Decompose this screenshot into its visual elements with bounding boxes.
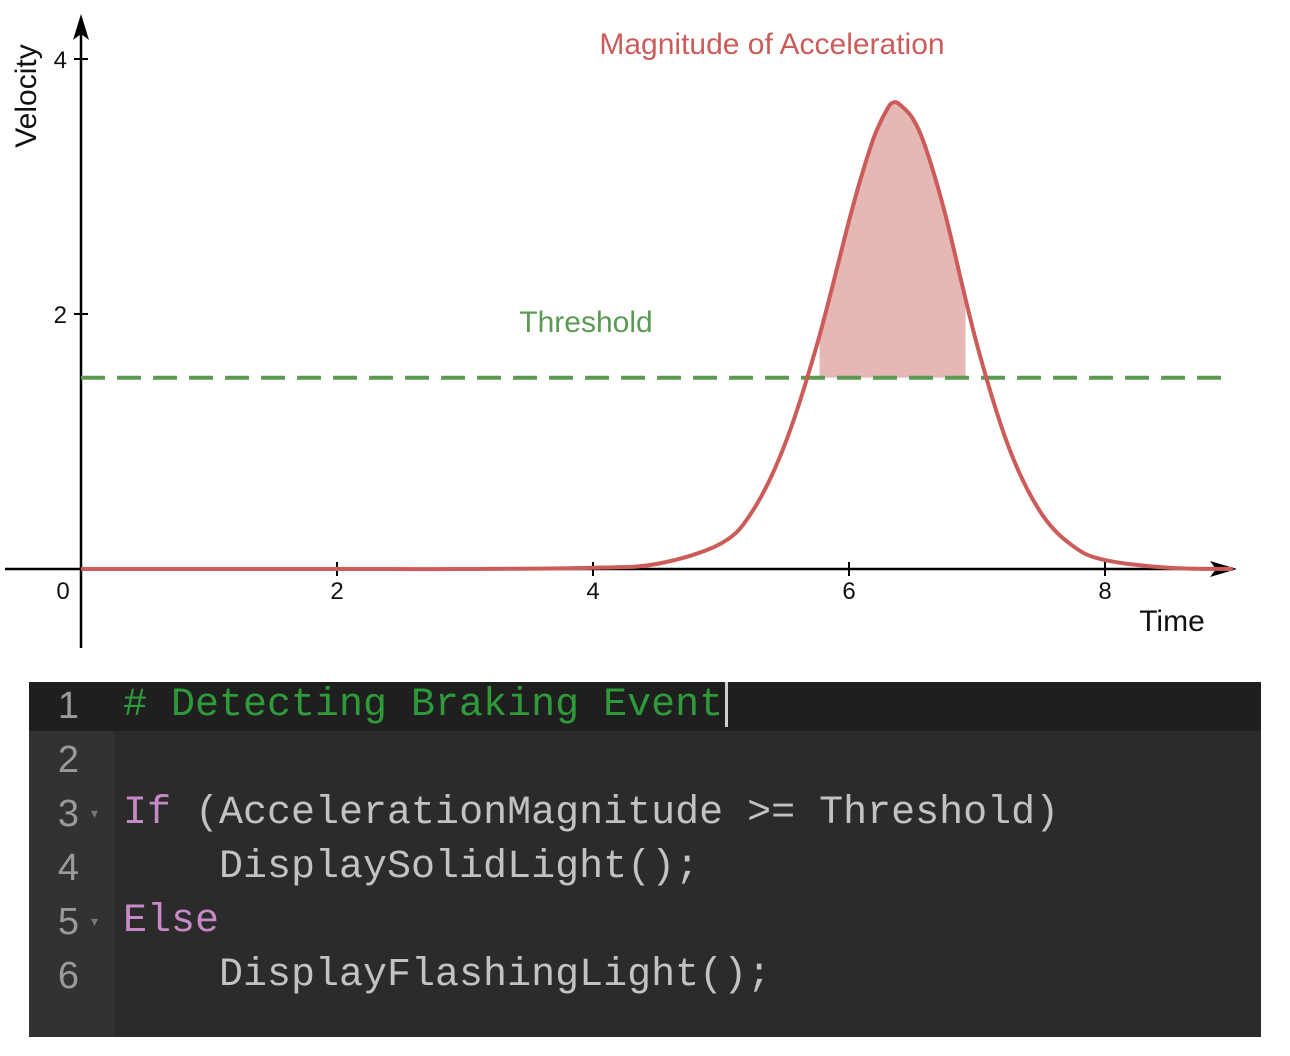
code-text[interactable]: DisplaySolidLight(); [123, 841, 699, 895]
code-text[interactable]: If (AccelerationMagnitude >= Threshold) [123, 787, 1059, 841]
keyword-token: Else [123, 899, 220, 944]
code-line[interactable]: 4 DisplaySolidLight(); [29, 841, 1261, 895]
line-number: 6 [57, 955, 79, 997]
comment-token: # Detecting Braking Event [123, 683, 724, 728]
keyword-token: If [123, 791, 172, 836]
text-cursor [725, 682, 729, 728]
x-tick-label: 2 [330, 578, 343, 605]
threshold-label: Threshold [519, 306, 652, 339]
fold-toggle-icon[interactable]: ▾ [91, 914, 99, 930]
line-number-gutter [29, 682, 114, 1037]
x-tick-label: 4 [586, 578, 599, 605]
ticks-group: 2 4 6 8 2 4 [54, 47, 1112, 605]
x-axis-label: Time [1139, 605, 1205, 638]
line-number: 5 [57, 901, 79, 943]
chart-title: Magnitude of Acceleration [599, 28, 944, 61]
line-number: 1 [57, 685, 79, 727]
code-editor[interactable]: 1 # Detecting Braking Event 2 3 ▾ If (Acceler… [29, 682, 1261, 1037]
active-line-highlight [29, 682, 1261, 731]
code-line[interactable]: 5 ▾ Else [29, 895, 1261, 949]
plain-token: DisplaySolidLight(); [123, 845, 700, 890]
origin-label: 0 [56, 578, 69, 605]
code-text[interactable]: Else [123, 895, 219, 949]
y-tick-label: 4 [54, 47, 67, 74]
code-line[interactable]: 2 [29, 733, 1261, 787]
code-line[interactable]: 6 DisplayFlashingLight(); [29, 949, 1261, 1003]
x-tick-label: 6 [842, 578, 855, 605]
shaded-area-group [819, 102, 966, 378]
code-line[interactable]: 1 # Detecting Braking Event [29, 682, 1261, 733]
area-above-threshold [819, 102, 966, 378]
code-line[interactable]: 3 ▾ If (AccelerationMagnitude >= Threshold… [29, 787, 1261, 841]
y-axis-label: Velocity [10, 44, 43, 147]
y-axis-arrow [73, 14, 89, 40]
line-number: 2 [57, 739, 79, 781]
acceleration-series-line [81, 100, 1234, 572]
plain-token: DisplayFlashingLight(); [123, 953, 772, 998]
x-tick-label: 8 [1098, 578, 1111, 605]
line-number: 3 [57, 793, 79, 835]
series-group [80, 100, 1234, 572]
plain-token: (AccelerationMagnitude >= Threshold) [171, 791, 1060, 836]
fold-toggle-icon[interactable]: ▾ [91, 806, 99, 822]
y-tick-label: 2 [54, 302, 67, 329]
line-number: 4 [57, 847, 79, 889]
code-text[interactable]: DisplayFlashingLight(); [123, 949, 771, 1003]
code-text[interactable]: # Detecting Braking Event [123, 682, 729, 733]
acceleration-chart: 2 4 6 8 2 4 Magnitude of Acceleration Thresho… [5, 14, 1237, 648]
